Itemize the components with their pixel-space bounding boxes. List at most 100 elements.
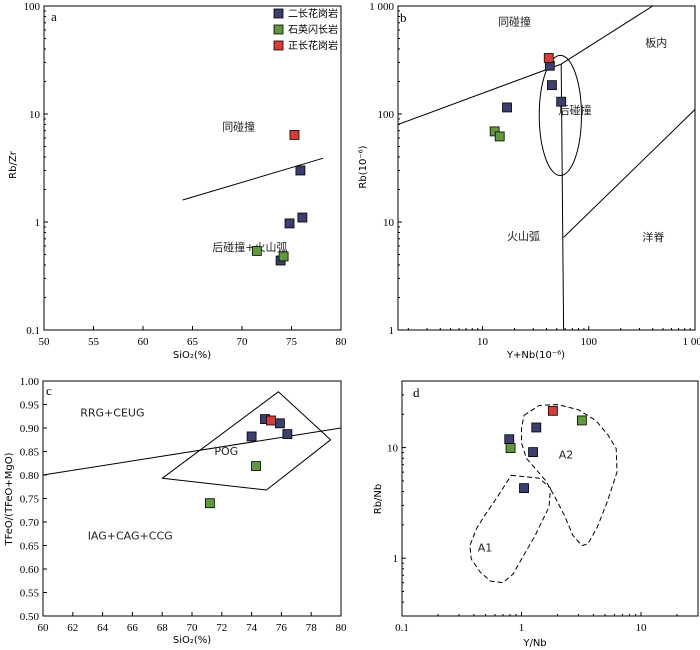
- panel-b-ytick-label: 1: [389, 325, 395, 337]
- panel-d-xlabel: Y/Nb: [522, 638, 546, 649]
- panel-c-ytick-label: 0.80: [20, 470, 40, 482]
- panel-a-point-monzogranite: [297, 212, 308, 223]
- panel-a-ylabel: Rb/Zr: [8, 150, 19, 179]
- panel-d-point-monzogranite: [531, 422, 542, 433]
- panel-c-xtick-label: 66: [127, 622, 139, 634]
- panel-c-point-quartz-diorite: [204, 498, 215, 509]
- panel-c-point-monzogranite: [282, 429, 293, 440]
- panel-d: d Y/Nb Rb/Nb 0.1 1 10 1 10 A1 A2: [373, 380, 699, 649]
- panel-c-xtick-label: 80: [336, 622, 348, 634]
- panel-c-xtick-label: 62: [67, 622, 78, 634]
- panel-d-ylabel: Rb/Nb: [373, 484, 384, 515]
- legend-label-quartz-diorite: 石英闪长岩: [288, 23, 338, 36]
- legend-label-syenogranite: 正长花岗岩: [288, 39, 338, 52]
- panel-c-xtick-label: 70: [187, 622, 199, 634]
- panel-d-ytick-label: 10: [387, 443, 399, 455]
- panel-b-boundary-1: [560, 64, 565, 330]
- panel-a-point-syenogranite: [289, 130, 300, 140]
- panel-a-xtick-label: 70: [237, 336, 249, 348]
- panel-b-ytick-label: 100: [378, 109, 395, 121]
- panel-d-point-monzogranite: [519, 483, 529, 494]
- panel-c-boundary-0: [43, 427, 341, 476]
- panel-a-region-label: 同碰撞: [222, 120, 255, 134]
- legend-swatch-monzogranite: [273, 8, 284, 19]
- panel-a-xtick-label: 50: [39, 336, 51, 348]
- panel-b-boundary-2: [563, 109, 695, 238]
- panel-a-xtick-label: 80: [336, 336, 348, 348]
- panel-b-region-label: 后碰撞: [559, 103, 592, 117]
- panel-d-point-monzogranite: [528, 447, 538, 458]
- panel-c-xtick-label: 78: [306, 622, 318, 634]
- panel-b-boundaries: [398, 6, 695, 330]
- panel-a-xtick-label: 65: [187, 336, 199, 348]
- panel-c-region-label: RRG+CEUG: [80, 406, 144, 419]
- panel-b-region-label: 洋脊: [642, 230, 664, 244]
- panel-a-xlabel: SiO₂(%): [173, 350, 211, 361]
- panel-c-letter: c: [46, 383, 52, 398]
- panel-c-xtick-label: 64: [97, 622, 109, 634]
- panel-c-ytick-label: 0.95: [20, 400, 40, 412]
- panel-c-ytick-label: 0.55: [20, 588, 40, 600]
- panel-b-point-quartz-diorite: [489, 126, 500, 137]
- panel-a-point-monzogranite: [284, 218, 295, 229]
- panel-b-point-monzogranite: [502, 102, 512, 113]
- panel-d-boundary-0: [521, 404, 618, 547]
- panel-b-point-monzogranite: [547, 80, 557, 91]
- panel-a-ytick-label: 1: [35, 217, 41, 229]
- panel-a-letter: a: [51, 9, 57, 24]
- panel-c-ytick-label: 0.70: [20, 517, 40, 529]
- panel-d-frame: [401, 380, 699, 617]
- panel-a-ytick-label: 10: [29, 109, 41, 121]
- panel-b-ylabel: Rb(10⁻⁶): [358, 145, 369, 188]
- panel-b-ytick-label: 1 000: [369, 1, 394, 13]
- panel-b-letter: b: [400, 10, 407, 25]
- panel-c-ytick-label: 0.65: [20, 541, 40, 553]
- panel-d-letter: d: [413, 385, 420, 400]
- panel-b-point-syenogranite: [543, 53, 554, 63]
- panel-b-region-label: 同碰撞: [498, 14, 531, 28]
- panel-d-xtick-label: 0.1: [395, 622, 409, 634]
- panel-b-xtick-label: 100: [581, 336, 598, 348]
- panel-a-xtick-label: 60: [138, 336, 150, 348]
- panel-c-ytick-label: 0.75: [20, 494, 40, 506]
- panel-d-ytick-label: 1: [393, 553, 399, 565]
- panel-a-ytick-label: 100: [24, 1, 41, 13]
- panel-b-region-label: 火山弧: [507, 229, 540, 243]
- panel-c-point-quartz-diorite: [251, 461, 261, 471]
- panel-d-point-monzogranite: [504, 434, 515, 445]
- panel-c-ytick-label: 1.00: [20, 376, 40, 388]
- panel-a-xtick-label: 55: [88, 336, 100, 348]
- panel-c-ytick-label: 0.60: [20, 564, 40, 576]
- panel-a-point-quartz-diorite: [251, 246, 262, 256]
- panel-d-point-quartz-diorite: [576, 415, 587, 426]
- legend: 二长花岗岩 石英闪长岩 正长花岗岩: [273, 7, 338, 52]
- panel-c-xtick-label: 74: [246, 622, 258, 634]
- panel-b-boundary-ellipse: [538, 54, 582, 177]
- panel-d-boundaries: [469, 404, 618, 584]
- panel-d-xtick-label: 10: [635, 622, 647, 634]
- legend-swatch-quartz-diorite: [273, 24, 284, 35]
- legend-label-monzogranite: 二长花岗岩: [288, 7, 338, 20]
- panel-a-ytick-label: 0.1: [26, 325, 40, 337]
- panel-b-ytick-label: 10: [383, 217, 395, 229]
- panel-d-xtick-label: 1: [519, 622, 525, 634]
- panel-a-boundary-0: [182, 157, 324, 201]
- panel-a-xtick-label: 75: [286, 336, 298, 348]
- panel-a-boundaries: [182, 157, 324, 201]
- panel-c-point-monzogranite: [246, 431, 257, 442]
- panel-d-region-label: A2: [559, 448, 574, 461]
- panel-b: b Y+Nb(10⁻⁶) Rb(10⁻⁶) 10 100 1 000 1 10 100 1 …: [358, 1, 700, 361]
- panel-c-ytick-label: 0.85: [20, 447, 40, 459]
- panel-b-xlabel: Y+Nb(10⁻⁶): [506, 350, 565, 361]
- panel-c-xtick-label: 60: [38, 622, 50, 634]
- panel-c-xtick-label: 76: [276, 622, 288, 634]
- panel-c-ytick-label: 0.90: [20, 423, 40, 435]
- panel-b-point-quartz-diorite: [494, 131, 505, 142]
- panel-c-region-label: IAG+CAG+CCG: [88, 529, 173, 542]
- panel-d-point-syenogranite: [547, 405, 558, 416]
- panel-d-point-quartz-diorite: [505, 443, 516, 453]
- panel-d-boundary-1: [469, 474, 551, 584]
- panel-a-point-quartz-diorite: [278, 251, 289, 262]
- legend-swatch-syenogranite: [273, 40, 284, 51]
